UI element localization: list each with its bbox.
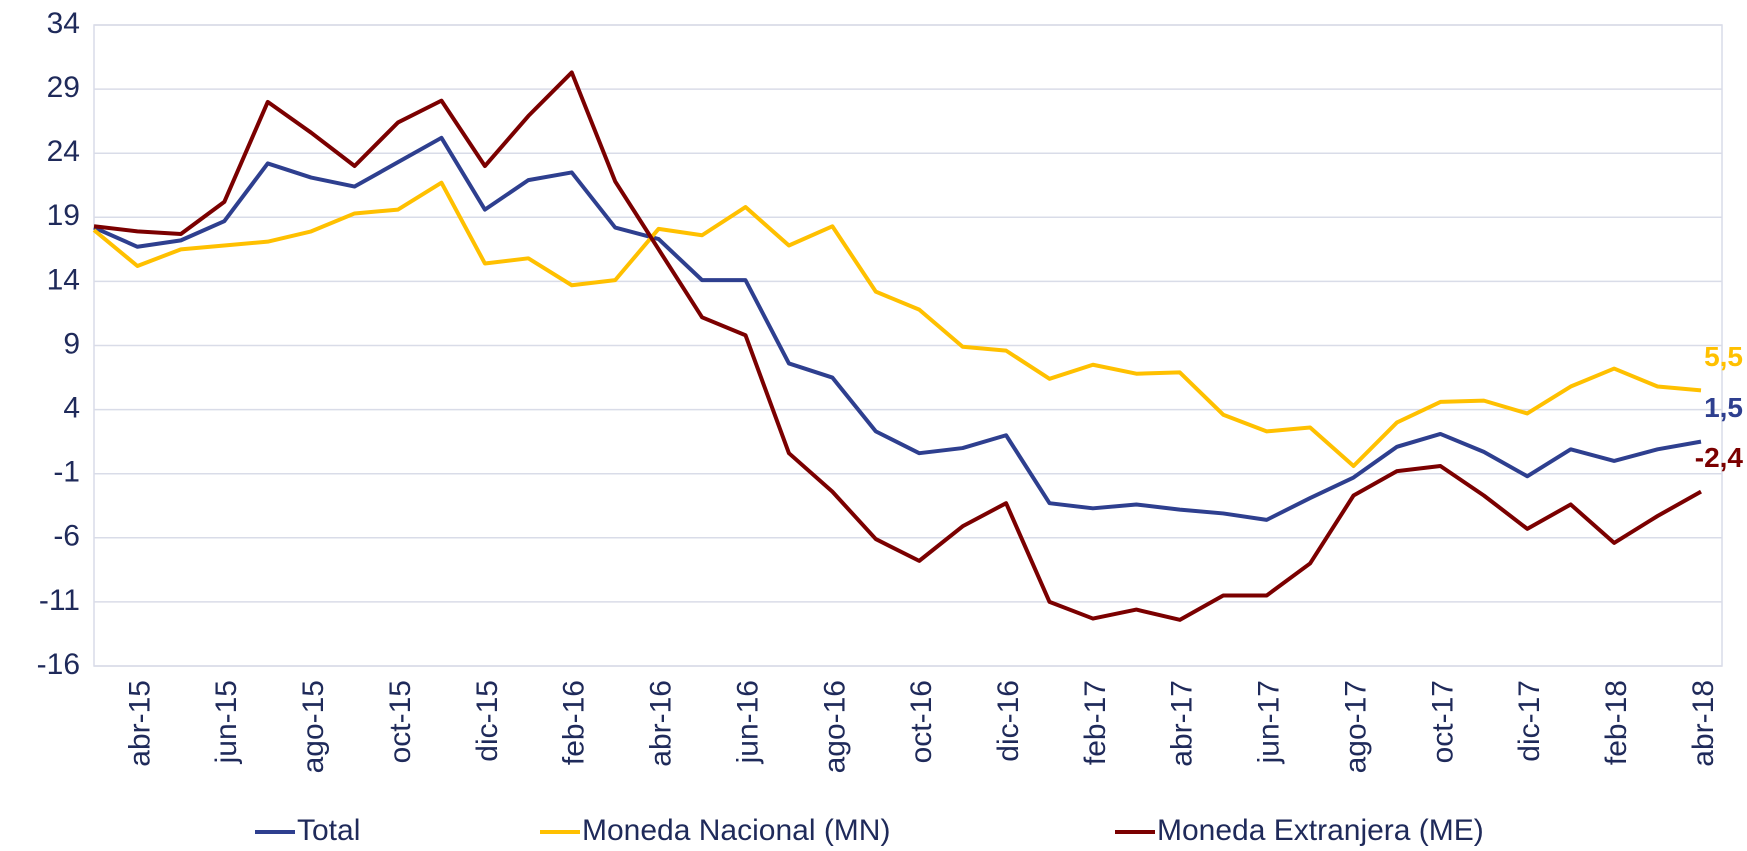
data-label: 5,5 xyxy=(1704,341,1743,372)
series-line xyxy=(93,70,1702,622)
series-line xyxy=(93,135,1702,522)
data-label: -2,4 xyxy=(1695,442,1744,473)
y-tick-label: 9 xyxy=(63,327,80,360)
x-tick-label: jun-16 xyxy=(731,680,764,764)
data-label: 1,5 xyxy=(1704,392,1743,423)
x-tick-label: feb-18 xyxy=(1600,680,1633,765)
y-tick-label: 14 xyxy=(47,263,80,296)
x-tick-label: ago-17 xyxy=(1339,680,1372,773)
x-tick-label: ago-16 xyxy=(818,680,851,773)
y-tick-label: -6 xyxy=(53,520,80,553)
x-tick-label: abr-16 xyxy=(645,680,678,767)
legend-label: Moneda Nacional (MN) xyxy=(582,814,890,847)
y-tick-label: 29 xyxy=(47,71,80,104)
x-tick-label: abr-15 xyxy=(123,680,156,767)
y-tick-label: 34 xyxy=(47,7,80,40)
x-tick-label: abr-17 xyxy=(1166,680,1199,767)
x-tick-label: ago-15 xyxy=(297,680,330,773)
legend-label: Moneda Extranjera (ME) xyxy=(1157,814,1484,847)
x-tick-label: oct-16 xyxy=(905,680,938,763)
x-tick-label: oct-15 xyxy=(384,680,417,763)
y-tick-label: -16 xyxy=(37,648,80,681)
legend-label: Total xyxy=(297,814,360,847)
x-tick-label: dic-15 xyxy=(471,680,504,762)
x-tick-label: abr-18 xyxy=(1687,680,1720,767)
x-tick-label: feb-17 xyxy=(1079,680,1112,765)
x-tick-label: feb-16 xyxy=(558,680,591,765)
x-tick-label: dic-17 xyxy=(1513,680,1546,762)
x-tick-label: jun-15 xyxy=(210,680,243,764)
x-tick-label: jun-17 xyxy=(1253,680,1286,764)
y-tick-label: 4 xyxy=(63,392,80,425)
x-tick-label: dic-16 xyxy=(992,680,1025,762)
x-tick-label: oct-17 xyxy=(1426,680,1459,763)
y-tick-label: 24 xyxy=(47,135,80,168)
y-tick-label: -1 xyxy=(53,456,80,489)
y-tick-label: -11 xyxy=(39,584,80,617)
series-line xyxy=(92,180,1702,469)
y-tick-label: 19 xyxy=(47,199,80,232)
